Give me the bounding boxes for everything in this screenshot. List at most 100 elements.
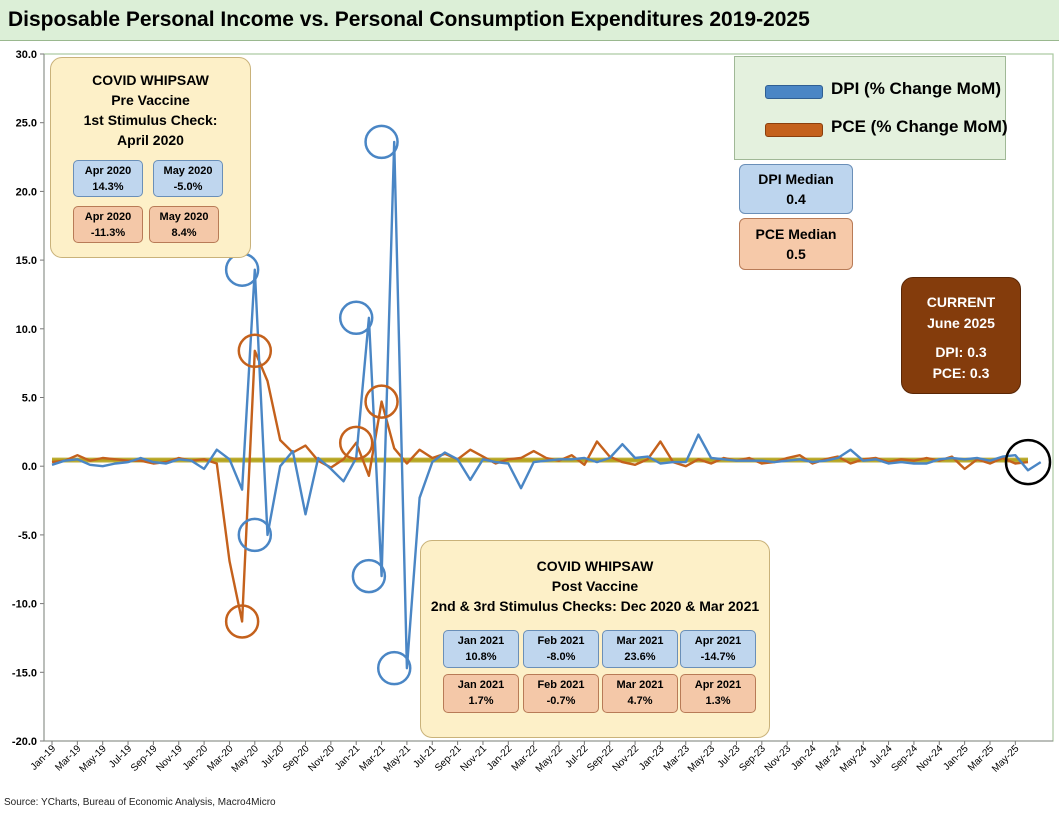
legend-label-dpi: DPI (% Change MoM)	[831, 79, 1001, 98]
x-tick-label: May-23	[686, 743, 718, 775]
pre-vaccine-date: April 2020	[117, 132, 184, 148]
highlight-circle-dpi	[364, 124, 399, 160]
pill-month: Mar 2021	[616, 635, 664, 647]
x-tick-label: May-24	[838, 743, 870, 775]
dpi-median-value: 0.4	[786, 191, 806, 207]
pill-value: -8.0%	[546, 651, 576, 663]
pill-month: Apr 2021	[694, 679, 742, 691]
x-tick-label: May-25	[990, 743, 1022, 775]
pill-value: 23.6%	[624, 651, 656, 663]
pill-value: 1.3%	[705, 695, 731, 707]
pill-value: 8.4%	[171, 227, 197, 239]
x-tick-label: Nov-20	[306, 743, 337, 774]
highlight-circle-dpi	[351, 558, 387, 594]
x-tick-label: Sep-20	[281, 743, 312, 774]
x-tick-label: Jan-23	[637, 743, 667, 773]
highlight-circle-dpi	[237, 517, 273, 553]
post-vaccine-heading: COVID WHIPSAW	[536, 558, 654, 574]
dpi-series-line	[51, 140, 1042, 670]
x-tick-label: Sep-22	[585, 743, 616, 774]
x-tick-label: May-19	[77, 743, 109, 775]
pill-month: Mar 2021	[616, 679, 664, 691]
current-label: CURRENT	[926, 294, 996, 310]
legend-swatch-dpi	[765, 85, 823, 99]
legend-swatch-pce	[765, 123, 823, 137]
x-tick-label: Jan-21	[333, 743, 363, 773]
highlight-circle-dpi	[376, 650, 412, 686]
x-tick-label: Nov-19	[154, 743, 185, 774]
pre-dpi-apr-2020: Apr 2020 14.3%	[73, 160, 143, 197]
pill-month: Apr 2021	[694, 635, 742, 647]
pce-median-box: PCE Median 0.5	[739, 218, 853, 270]
y-tick-label: -10.0	[12, 599, 37, 611]
pill-month: May 2020	[159, 211, 209, 223]
post-dpi-mar-2021: Mar 2021 23.6%	[602, 630, 678, 668]
y-tick-label: 0.0	[22, 461, 37, 473]
post-pce-jan-2021: Jan 2021 1.7%	[443, 674, 519, 713]
x-tick-label: Sep-19	[129, 743, 160, 774]
x-tick-label: May-22	[534, 743, 566, 775]
pre-vaccine-stimulus: 1st Stimulus Check:	[83, 112, 218, 128]
pill-value: 1.7%	[468, 695, 494, 707]
x-tick-label: Sep-24	[889, 743, 920, 774]
x-tick-label: Nov-21	[458, 743, 489, 774]
highlight-circle-pce	[224, 604, 260, 639]
current-date: June 2025	[927, 315, 995, 331]
pill-month: Feb 2021	[537, 679, 585, 691]
pill-value: -0.7%	[546, 695, 576, 707]
x-tick-label: Nov-22	[611, 743, 642, 774]
pce-median-title: PCE Median	[755, 226, 837, 242]
post-vaccine-stimulus: 2nd & 3rd Stimulus Checks: Dec 2020 & Ma…	[430, 598, 760, 614]
post-dpi-apr-2021: Apr 2021 -14.7%	[680, 630, 756, 668]
dpi-median-box: DPI Median 0.4	[739, 164, 853, 214]
y-tick-label: -5.0	[18, 530, 37, 542]
highlight-circle-pce	[338, 425, 374, 461]
x-tick-label: Sep-21	[433, 743, 464, 774]
pre-pce-may-2020: May 2020 8.4%	[149, 206, 219, 243]
x-tick-label: Nov-24	[915, 743, 946, 774]
pill-month: May 2020	[163, 165, 213, 177]
legend: DPI (% Change MoM) PCE (% Change MoM)	[734, 56, 1008, 160]
pre-dpi-may-2020: May 2020 -5.0%	[153, 160, 223, 197]
pre-pce-apr-2020: Apr 2020 -11.3%	[73, 206, 143, 243]
current-pce: PCE: 0.3	[932, 365, 990, 381]
pill-month: Feb 2021	[537, 635, 585, 647]
post-pce-feb-2021: Feb 2021 -0.7%	[523, 674, 599, 713]
post-pce-mar-2021: Mar 2021 4.7%	[602, 674, 678, 713]
x-tick-label: Jan-25	[941, 743, 971, 773]
current-box: CURRENT June 2025 DPI: 0.3 PCE: 0.3	[901, 277, 1021, 394]
y-tick-label: 15.0	[16, 255, 37, 267]
pill-value: -5.0%	[173, 181, 203, 193]
title-bar: Disposable Personal Income vs. Personal …	[0, 0, 1059, 41]
pill-value: 4.7%	[627, 695, 653, 707]
pill-month: Apr 2020	[84, 211, 132, 223]
y-tick-label: -15.0	[12, 667, 37, 679]
x-tick-label: Nov-23	[763, 743, 794, 774]
pill-value: 10.8%	[465, 651, 497, 663]
current-dpi: DPI: 0.3	[935, 344, 987, 360]
source-note: Source: YCharts, Bureau of Economic Anal…	[4, 797, 276, 808]
post-vaccine-subheading: Post Vaccine	[551, 578, 639, 594]
highlight-circle-pce	[237, 333, 273, 369]
post-dpi-jan-2021: Jan 2021 10.8%	[443, 630, 519, 668]
y-tick-label: 25.0	[16, 118, 37, 130]
x-tick-label: Jan-24	[789, 743, 819, 773]
legend-label-pce: PCE (% Change MoM)	[831, 117, 1008, 136]
chart-title: Disposable Personal Income vs. Personal …	[8, 8, 810, 31]
pce-median-value: 0.5	[786, 246, 806, 262]
pill-month: Jan 2021	[457, 635, 505, 647]
pre-vaccine-heading: COVID WHIPSAW	[92, 72, 209, 88]
pill-value: -11.3%	[90, 227, 126, 239]
post-pce-apr-2021: Apr 2021 1.3%	[680, 674, 756, 713]
highlight-circle-dpi	[338, 300, 374, 336]
y-tick-label: 20.0	[16, 186, 37, 198]
highlight-circle-current	[1004, 438, 1052, 486]
pill-value: 14.3%	[92, 181, 124, 193]
pill-month: Jan 2021	[457, 679, 505, 691]
post-vaccine-box: COVID WHIPSAW Post Vaccine 2nd & 3rd Sti…	[420, 540, 770, 738]
x-tick-label: May-21	[382, 743, 414, 775]
highlight-circle-pce	[364, 384, 399, 419]
pill-month: Apr 2020	[84, 165, 132, 177]
x-tick-label: May-20	[230, 743, 262, 775]
